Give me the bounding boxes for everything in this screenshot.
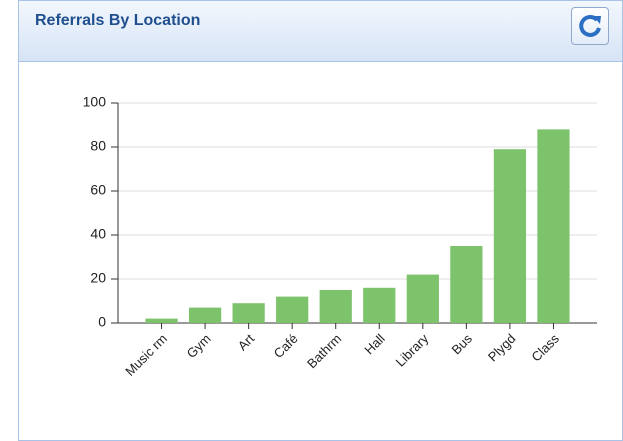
bar <box>537 129 570 323</box>
bar <box>145 318 178 323</box>
y-tick-label: 20 <box>90 270 106 286</box>
bar <box>276 296 309 323</box>
y-tick-label: 60 <box>90 182 106 198</box>
y-tick-label: 80 <box>90 138 106 154</box>
refresh-button[interactable] <box>571 7 609 45</box>
x-tick-label: Art <box>235 331 258 354</box>
bar <box>188 307 222 323</box>
bar <box>232 303 265 323</box>
y-tick-label: 40 <box>90 226 106 242</box>
bar <box>319 290 352 323</box>
x-tick-label: Hall <box>361 331 388 358</box>
y-tick-label: 100 <box>83 94 107 110</box>
x-tick-label: Class <box>528 331 562 365</box>
bar <box>363 287 396 323</box>
x-tick-label: Gym <box>184 331 214 361</box>
x-tick-label: Café <box>271 331 301 361</box>
x-tick-label: Library <box>393 331 432 370</box>
y-tick-label: 0 <box>98 314 106 330</box>
widget-title: Referrals By Location <box>35 12 201 29</box>
x-tick-label: Plygd <box>485 331 519 365</box>
x-tick-label: Bus <box>448 331 475 358</box>
x-tick-label: Bathrm <box>304 331 344 371</box>
bar <box>493 149 527 323</box>
widget-header: Referrals By Location <box>19 1 622 62</box>
x-tick-label: Music rm <box>122 331 170 379</box>
refresh-icon <box>579 14 601 37</box>
bar <box>406 274 439 323</box>
bar <box>450 246 483 323</box>
